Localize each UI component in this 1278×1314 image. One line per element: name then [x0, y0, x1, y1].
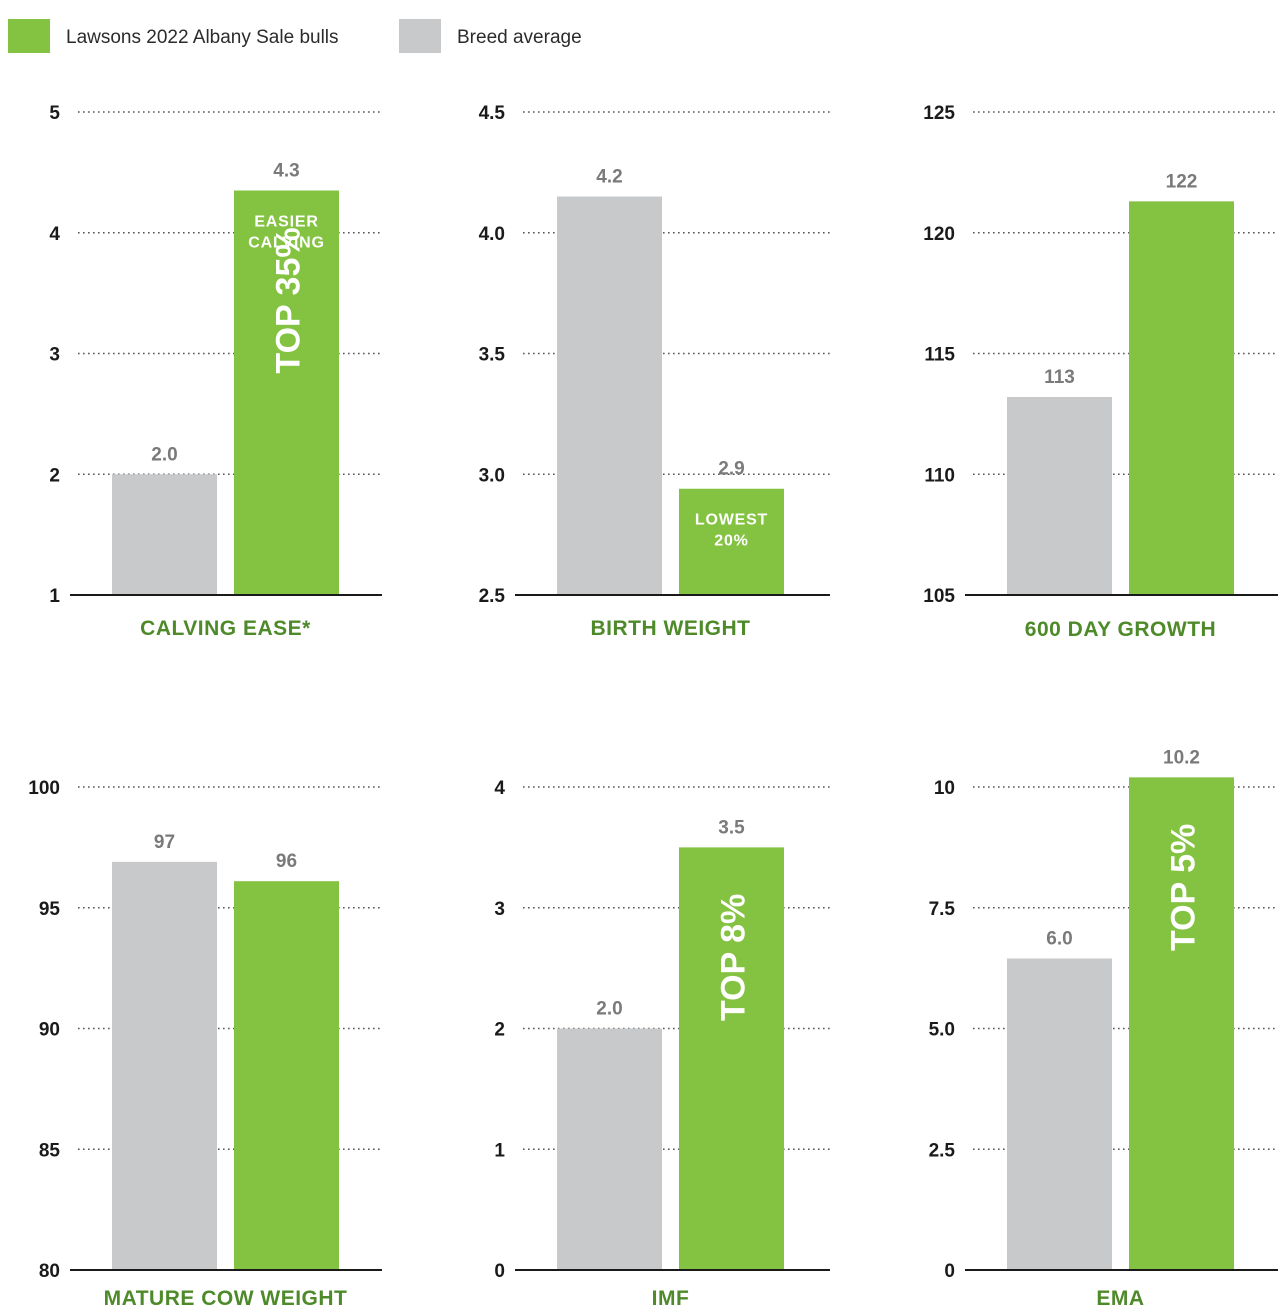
- bar-sale-bulls: [679, 847, 784, 1270]
- bar-annotation: 20%: [714, 533, 748, 550]
- x-axis-label: IMF: [652, 1287, 690, 1310]
- x-axis-label: CALVING EASE*: [140, 617, 311, 640]
- bar-annotation: CALVING: [248, 234, 324, 251]
- y-tick-label: 2.5: [479, 586, 506, 607]
- legend-swatch-sale-bulls: [8, 19, 50, 53]
- data-label: 3.5: [718, 817, 745, 838]
- y-tick-label: 115: [924, 345, 955, 366]
- y-tick-label: 3.5: [479, 345, 506, 366]
- y-tick-label: 4: [49, 224, 60, 245]
- x-axis-label: MATURE COW WEIGHT: [104, 1287, 348, 1310]
- bar-sale-bulls: [1129, 201, 1234, 596]
- data-label: 96: [276, 851, 297, 872]
- y-tick-label: 3: [494, 899, 505, 920]
- bar-breed-average: [557, 1028, 662, 1270]
- y-tick-label: 7.5: [929, 899, 956, 920]
- chart-panel-5: 0 1 2 3 4 2.0 3.5 TOP 8% IMF: [494, 778, 830, 1310]
- y-tick-label: 5.0: [929, 1020, 955, 1041]
- y-tick-label: 1: [494, 1140, 505, 1161]
- y-tick-label: 105: [923, 586, 955, 607]
- bar-sale-bulls: [234, 190, 339, 596]
- chart-panel-4: 80 85 90 95 100 97 96 MATURE COW WEIGHT: [28, 778, 382, 1310]
- y-tick-label: 2.5: [929, 1140, 956, 1161]
- data-label: 97: [154, 832, 175, 853]
- bar-breed-average: [1007, 396, 1112, 595]
- legend-swatch-breed-average: [399, 19, 441, 53]
- y-tick-label: 4.0: [479, 224, 505, 245]
- bar-sale-bulls: [234, 881, 339, 1270]
- legend-label-sale-bulls: Lawsons 2022 Albany Sale bulls: [66, 27, 339, 48]
- y-tick-label: 1: [49, 586, 60, 607]
- bar-annotation-vertical: TOP 35%: [270, 227, 308, 373]
- bar-breed-average: [557, 196, 662, 595]
- data-label: 4.3: [273, 160, 299, 181]
- x-axis-label: 600 DAY GROWTH: [1025, 618, 1216, 641]
- y-tick-label: 120: [923, 224, 955, 245]
- y-tick-label: 100: [28, 778, 60, 799]
- y-tick-label: 95: [39, 899, 61, 920]
- data-label: 2.0: [596, 999, 622, 1020]
- data-label: 4.2: [596, 167, 622, 188]
- y-tick-label: 0: [944, 1261, 955, 1282]
- data-label: 113: [1044, 367, 1075, 388]
- data-label: 6.0: [1046, 928, 1072, 949]
- y-tick-label: 4.5: [479, 103, 506, 124]
- y-tick-label: 80: [39, 1261, 60, 1282]
- y-tick-label: 125: [923, 103, 955, 124]
- bar-annotation-vertical: TOP 8%: [715, 894, 753, 1021]
- y-tick-label: 110: [924, 465, 955, 486]
- bar-breed-average: [112, 474, 217, 595]
- y-tick-label: 2: [494, 1020, 505, 1041]
- y-tick-label: 85: [39, 1140, 61, 1161]
- data-label: 2.9: [718, 459, 744, 480]
- x-axis-label: BIRTH WEIGHT: [591, 617, 751, 640]
- y-tick-label: 5: [49, 103, 60, 124]
- bar-breed-average: [1007, 958, 1112, 1270]
- bar-sale-bulls: [679, 488, 784, 595]
- y-tick-label: 4: [494, 778, 505, 799]
- bar-sale-bulls: [1129, 777, 1234, 1270]
- bar-annotation-vertical: TOP 5%: [1165, 824, 1203, 951]
- bar-annotation: LOWEST: [695, 512, 768, 529]
- y-tick-label: 2: [49, 465, 60, 486]
- y-tick-label: 90: [39, 1020, 60, 1041]
- y-tick-label: 0: [494, 1261, 505, 1282]
- chart-panel-3: 105 110 115 120 125 113 122 600 DAY GROWTH: [923, 103, 1278, 641]
- data-label: 2.0: [151, 444, 177, 465]
- data-label: 10.2: [1163, 747, 1200, 768]
- y-tick-label: 10: [934, 778, 955, 799]
- y-tick-label: 3.0: [479, 465, 505, 486]
- y-tick-label: 3: [49, 345, 60, 366]
- bar-annotation: EASIER: [254, 213, 318, 230]
- chart-panel-2: 2.5 3.0 3.5 4.0 4.5 4.2 2.9 LOWEST 20% BIRTH WEIG…: [479, 103, 830, 640]
- bar-breed-average: [112, 861, 217, 1270]
- legend-label-breed-average: Breed average: [457, 27, 582, 48]
- data-label: 122: [1166, 171, 1198, 192]
- chart-panel-6: 0 2.5 5.0 7.5 10 6.0 10.2 TOP 5% EMA: [929, 747, 1278, 1310]
- x-axis-label: EMA: [1096, 1287, 1144, 1310]
